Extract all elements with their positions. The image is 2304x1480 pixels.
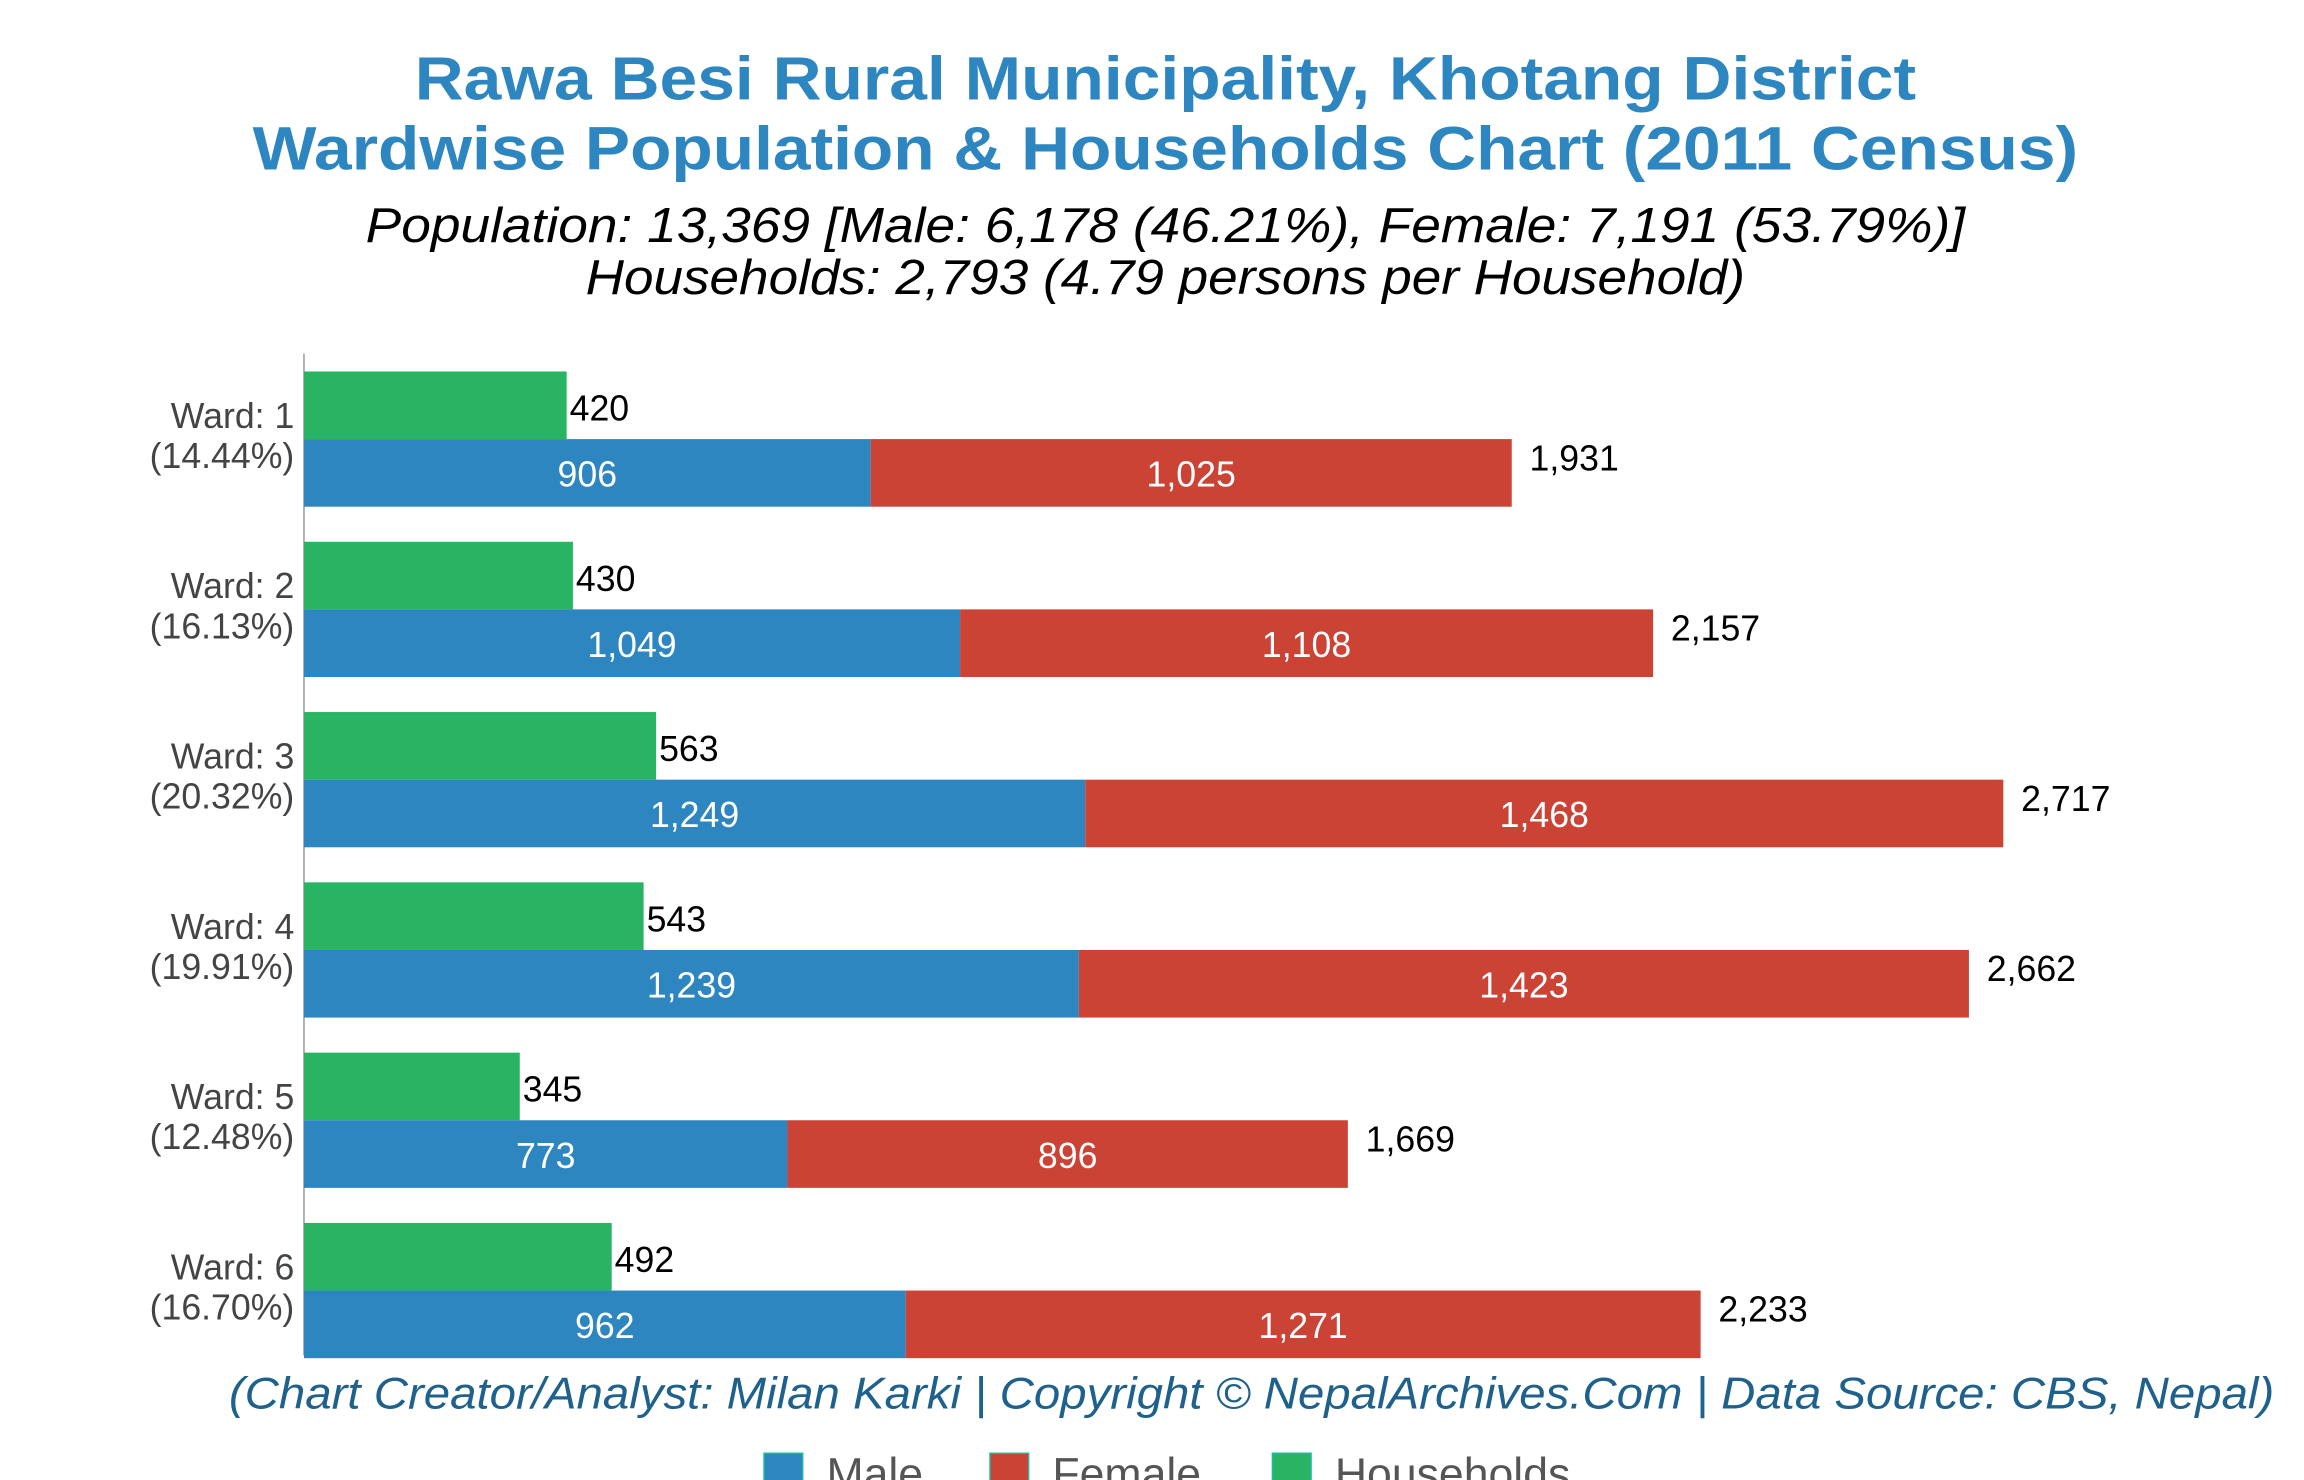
ward-label: Ward: 3 (171, 737, 295, 777)
male-value-label: 1,249 (650, 795, 739, 835)
ward-share-label: (16.70%) (150, 1288, 295, 1328)
households-value-label: 563 (659, 729, 719, 769)
legend-label-male: Male (826, 1450, 923, 1480)
legend-swatch-female (989, 1452, 1030, 1480)
legend-label-female: Female (1052, 1450, 1201, 1480)
households-value-label: 420 (570, 389, 630, 429)
female-value-label: 1,108 (1262, 625, 1351, 665)
male-value-label: 773 (516, 1136, 576, 1176)
male-bar (303, 1120, 788, 1188)
female-value-label: 1,025 (1147, 455, 1236, 495)
male-bar (303, 609, 961, 677)
households-value-label: 492 (615, 1240, 675, 1280)
ward-share-label: (16.13%) (150, 606, 295, 646)
female-bar (787, 1120, 1348, 1188)
male-value-label: 1,239 (647, 966, 736, 1006)
ward-share-label: (12.48%) (150, 1117, 295, 1157)
households-bar (303, 882, 644, 950)
total-value-label: 2,157 (1671, 609, 1760, 649)
male-value-label: 1,049 (587, 625, 676, 665)
households-bar (303, 371, 567, 440)
total-value-label: 1,931 (1530, 438, 1619, 478)
chart-subtitle-line2: Households: 2,793 (4.79 persons per Hous… (586, 251, 1745, 305)
households-value-label: 345 (523, 1070, 583, 1110)
ward-label: Ward: 4 (171, 907, 295, 947)
male-bar (303, 779, 1086, 848)
chart-title: Rawa Besi Rural Municipality, Khotang Di… (415, 45, 1916, 113)
legend-swatch-male (763, 1452, 804, 1480)
female-bar (905, 1290, 1701, 1359)
female-bar (960, 609, 1654, 677)
chart-subtitle: Population: 13,369 [Male: 6,178 (46.21%)… (366, 199, 1967, 253)
total-value-label: 2,662 (1987, 949, 2076, 989)
legend: Male Female Households (763, 1450, 1570, 1480)
male-value-label: 962 (575, 1306, 635, 1346)
total-value-label: 1,669 (1366, 1119, 1455, 1159)
female-value-label: 896 (1038, 1136, 1098, 1176)
ward-share-label: (19.91%) (150, 947, 295, 987)
households-value-label: 543 (647, 899, 707, 939)
ward-share-label: (20.32%) (150, 777, 295, 817)
chart-title-line2: Wardwise Population & Households Chart (… (253, 114, 2078, 182)
households-bar (303, 1052, 520, 1121)
male-value-label: 906 (558, 455, 618, 495)
ward-label: Ward: 2 (171, 566, 295, 606)
chart-credit: (Chart Creator/Analyst: Milan Karki | Co… (229, 1370, 2274, 1419)
ward-share-label: (14.44%) (150, 436, 295, 476)
male-bar (303, 439, 871, 507)
female-bar (1085, 779, 2004, 848)
ward-label: Ward: 1 (171, 396, 295, 436)
households-bar (303, 541, 573, 610)
male-bar (303, 949, 1079, 1018)
total-value-label: 2,233 (1718, 1290, 1807, 1330)
legend-label-households: Households (1335, 1450, 1570, 1480)
female-value-label: 1,423 (1479, 966, 1568, 1006)
ward-label: Ward: 6 (171, 1247, 295, 1287)
ward-label: Ward: 5 (171, 1077, 295, 1117)
female-bar (1078, 949, 1969, 1018)
female-value-label: 1,271 (1259, 1306, 1348, 1346)
households-value-label: 430 (576, 559, 636, 599)
households-bar (303, 712, 657, 780)
total-value-label: 2,717 (2021, 779, 2110, 819)
households-bar (303, 1222, 612, 1291)
female-bar (870, 439, 1512, 507)
male-bar (303, 1290, 906, 1359)
legend-swatch-households (1271, 1452, 1312, 1480)
female-value-label: 1,468 (1500, 795, 1589, 835)
